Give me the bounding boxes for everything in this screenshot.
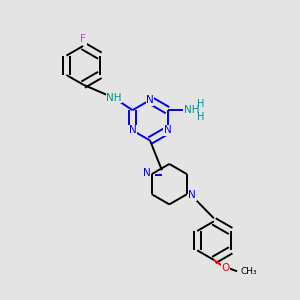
Text: NH: NH <box>184 105 199 115</box>
Text: N: N <box>142 168 150 178</box>
Text: N: N <box>164 125 171 135</box>
Text: CH₃: CH₃ <box>240 267 257 276</box>
Text: N: N <box>129 125 136 135</box>
Text: F: F <box>80 34 86 44</box>
Text: O: O <box>221 263 229 273</box>
Text: NH: NH <box>106 93 122 103</box>
Text: H: H <box>197 99 205 109</box>
Text: N: N <box>146 95 154 105</box>
Text: H: H <box>197 112 205 122</box>
Text: N: N <box>188 190 196 200</box>
